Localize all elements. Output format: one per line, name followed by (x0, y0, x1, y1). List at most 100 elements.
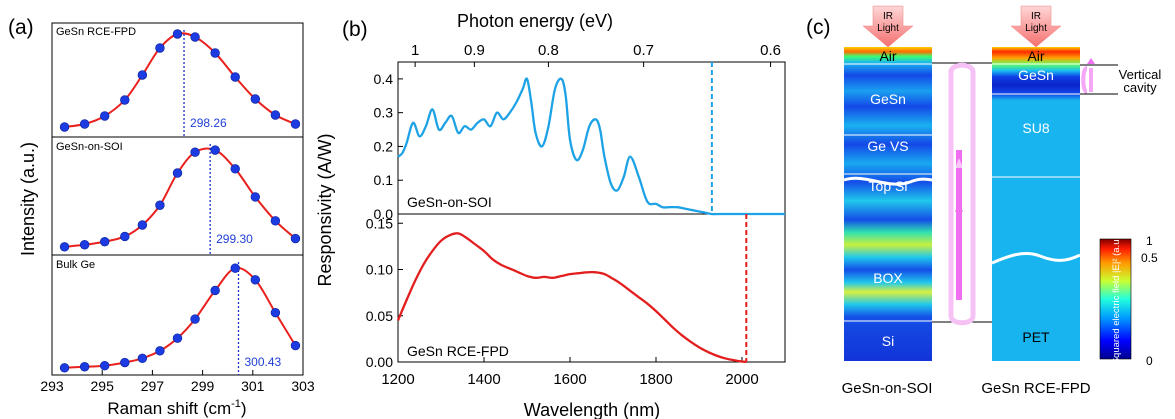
raman-x-tick-label: 297 (141, 378, 165, 394)
raman-x-tick-label: 303 (291, 378, 315, 394)
right-field-stack: Air GeSn SU8 PET (991, 47, 1081, 361)
photon-energy-axis: 1 0.9 0.8 0.7 0.6 (411, 42, 781, 67)
raman-data-point (79, 119, 90, 129)
raman-series-gesn-on-soi (59, 144, 301, 255)
raman-subplot-frame-3 (51, 254, 304, 376)
raman-data-point (250, 192, 261, 202)
lower-y-tick-label: 0.00 (366, 354, 393, 370)
raman-data-point (100, 236, 110, 247)
raman-fit-line (64, 147, 297, 248)
raman-data-point (210, 48, 220, 58)
raman-data-point (210, 145, 220, 155)
raman-peak-label-1: 298.26 (190, 116, 227, 130)
left-layer-air: Air (879, 48, 896, 64)
raman-data-point (155, 43, 165, 53)
upper-y-axis: 0.0 0.1 0.2 0.3 0.4 (374, 71, 403, 222)
raman-subplot-frame-2 (51, 136, 304, 256)
raman-subplot-title-1: GeSn RCE-FPD (56, 26, 136, 38)
raman-peak-label-2: 299.30 (216, 232, 253, 246)
raman-data-point (155, 346, 165, 356)
wavelength-x-axis: 1200 1400 1600 1800 2000 (381, 357, 759, 388)
panel-c-label: (c) (806, 16, 831, 39)
vertical-cavity-label-2: cavity (1123, 80, 1157, 95)
raman-data-point (79, 362, 90, 372)
raman-subplot-frame-1 (51, 22, 304, 138)
photon-energy-tick-label: 1 (411, 42, 419, 59)
raman-x-tick-label: 295 (91, 378, 115, 394)
soi-responsivity-curve (397, 62, 785, 216)
raman-data-point (59, 242, 70, 252)
raman-x-axis-label: Raman shift (cm-1) (107, 398, 246, 418)
upper-curve-label: GeSn-on-SOI (407, 194, 492, 210)
panel-c: (c) IR Light IR Light Air GeSn Ge VS Top… (806, 5, 1162, 397)
responsivity-y-label: Responsivity (A/W) (315, 133, 335, 286)
panel-a-ylabel: Intensity (a.u.) (18, 142, 38, 256)
soi-curve-line (397, 77, 785, 216)
raman-series-rce-fpd (59, 29, 301, 137)
upper-y-tick-label: 0.0 (374, 206, 394, 222)
raman-data-point (230, 72, 240, 82)
soi-cavity-loop-arrow (948, 62, 976, 326)
raman-data-point (59, 122, 70, 132)
raman-data-point (79, 240, 90, 250)
raman-subplot-title-3: Bulk Ge (56, 259, 95, 271)
left-layer-top-si: Top Si (869, 178, 908, 194)
panel-b: (b) Photon energy (eV) Responsivity (A/W… (315, 11, 786, 419)
upper-y-tick-label: 0.1 (374, 172, 394, 188)
field-colorbar: Squared electric field |E|² (a.u.) 1 0.5… (1099, 234, 1158, 368)
colorbar-tick-0-5: 0.5 (1141, 251, 1158, 265)
rce-curve-line (396, 232, 747, 364)
lower-y-tick-label: 0.05 (366, 308, 393, 324)
vertical-cavity-label-1: Vertical (1119, 67, 1162, 82)
top-axis-title: Photon energy (eV) (457, 11, 613, 31)
ir-light-arrow-left: IR Light (862, 5, 914, 48)
raman-data-point (190, 147, 200, 157)
left-layer-si: Si (882, 333, 894, 349)
upper-y-tick-label: 0.4 (374, 71, 394, 87)
raman-fit-line (64, 32, 296, 128)
raman-data-point (137, 70, 148, 80)
wavelength-x-label: Wavelength (nm) (524, 400, 660, 419)
lower-y-tick-label: 0.15 (366, 215, 393, 231)
responsivity-upper-frame (397, 61, 786, 215)
raman-series-bulk-ge (59, 262, 301, 375)
raman-data-point (290, 119, 301, 129)
raman-data-point (290, 340, 301, 351)
raman-data-point (290, 233, 301, 244)
raman-data-point (190, 314, 200, 324)
upper-y-tick-label: 0.3 (374, 105, 394, 121)
responsivity-lower-frame (397, 213, 786, 363)
rce-responsivity-curve (396, 214, 748, 364)
raman-x-axis: 293 295 297 299 301 303 (40, 370, 315, 394)
lower-curve-label: GeSn RCE-FPD (407, 343, 509, 359)
raman-data-point (137, 353, 148, 363)
left-layer-box: BOX (873, 270, 903, 286)
raman-x-tick-label: 293 (40, 378, 64, 394)
panel-b-label: (b) (342, 18, 368, 41)
raman-fit-line (64, 266, 297, 369)
raman-data-point (155, 200, 165, 210)
raman-data-point (210, 285, 220, 296)
photon-energy-tick-label: 0.9 (464, 42, 485, 59)
ir-label-left-1: IR (883, 11, 893, 22)
raman-data-point (270, 216, 281, 226)
raman-data-point (120, 95, 130, 105)
right-stack-caption: GeSn RCE-FPD (981, 380, 1090, 397)
colorbar-tick-1: 1 (1146, 234, 1153, 248)
photon-energy-tick-label: 0.8 (538, 42, 559, 59)
raman-data-point (172, 29, 183, 39)
raman-data-point (172, 333, 183, 343)
left-layer-ge-vs: Ge VS (867, 138, 908, 154)
raman-data-point (172, 168, 183, 178)
ir-light-arrow-right: IR Light (1010, 5, 1062, 48)
raman-data-point (230, 263, 240, 273)
right-layer-su8: SU8 (1022, 120, 1049, 136)
raman-data-point (120, 357, 130, 368)
lower-y-tick-label: 0.10 (366, 262, 393, 278)
right-layer-air: Air (1027, 48, 1044, 64)
raman-data-point (137, 220, 148, 230)
raman-peak-label-3: 300.43 (244, 355, 281, 369)
ir-label-right-1: IR (1031, 11, 1041, 22)
panel-a: (a) Intensity (a.u.) GeSn RCE-FPD GeSn-o… (8, 16, 315, 418)
